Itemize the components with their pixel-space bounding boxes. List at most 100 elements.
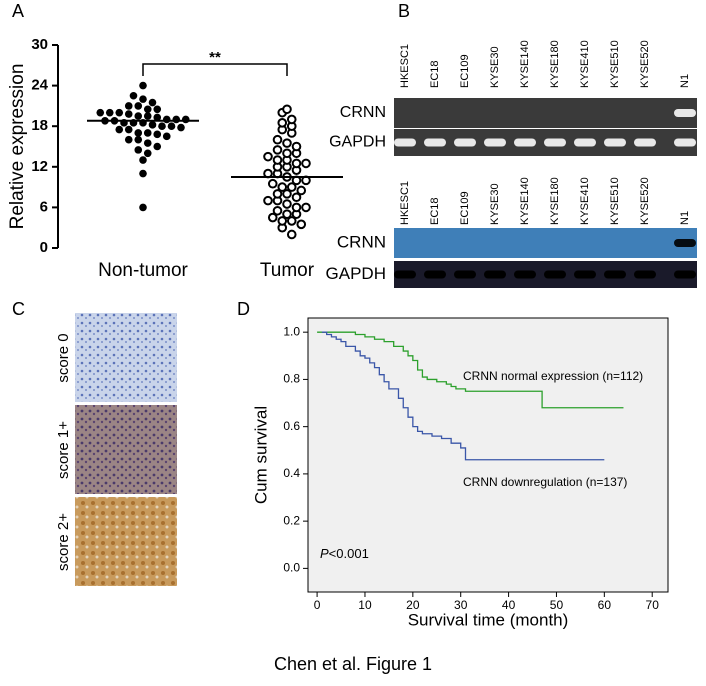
band [674,270,696,279]
data-point [277,118,288,128]
data-point [124,102,133,110]
data-point [153,105,162,114]
data-point [143,149,152,158]
data-point [115,108,124,117]
y-axis-label: Relative expression [7,64,28,230]
data-point [282,104,292,115]
significance-bracket [142,63,288,76]
y-tick-label: 0.0 [283,561,300,575]
data-point [272,134,283,145]
series-label: CRNN downregulation (n=137) [463,475,627,489]
data-point [277,182,288,192]
data-point [153,142,162,151]
band [484,138,506,147]
data-point [153,113,162,122]
data-point [162,115,171,124]
data-point [282,189,292,199]
data-point [148,121,157,129]
band [424,270,446,279]
lane-label: KYSE180 [549,177,561,225]
x-tick-label: 0 [314,598,321,612]
band [634,270,656,279]
data-point [162,132,171,141]
data-point [286,182,297,192]
y-tick-label: 12 [31,158,48,175]
lane-label: HKESC1 [399,44,411,88]
data-point [282,199,292,209]
data-point [134,135,143,144]
data-point [158,122,166,130]
data-point [282,148,292,159]
data-point [134,102,143,110]
x-tick-label: Non-tumor [98,260,188,281]
band [604,270,626,279]
data-point [139,81,147,90]
y-axis-label: Cum survival [251,406,270,504]
lane-label: N1 [679,211,691,225]
survival-curve [317,331,624,409]
data-point [143,105,152,114]
data-point [139,95,147,103]
data-point [263,195,273,206]
band [394,270,416,279]
data-point [105,108,114,117]
lane-label: KYSE510 [609,177,621,225]
band [674,109,696,117]
y-tick-label: 0.2 [283,513,300,527]
data-point [153,130,162,139]
data-point [272,189,283,199]
ihc-image [75,405,177,494]
band [544,270,566,279]
blot [394,98,697,128]
x-tick-label: 20 [406,598,420,612]
lane-label: KYSE510 [609,40,621,88]
band [484,270,506,279]
y-tick-label: 0.8 [283,372,300,386]
series-label: CRNN normal expression (n=112) [463,369,643,383]
data-point [96,108,105,117]
data-point [291,202,302,213]
data-point [291,192,302,203]
x-tick-label: 70 [646,598,660,612]
data-point [143,129,152,137]
band [674,138,696,147]
data-point [272,205,283,216]
row-label: GAPDH [326,264,386,283]
y-tick-label: 1.0 [283,324,300,338]
data-point [172,115,181,124]
data-point [282,209,292,219]
band [634,138,656,147]
data-point [272,155,283,165]
band [574,138,596,147]
annotation-text: <0.001 [329,546,369,561]
data-point [181,115,190,124]
annotation: P<0.001 [320,546,369,561]
annotation-italic: P [320,546,329,561]
x-axis-label: Survival time (month) [408,610,569,629]
data-point [177,123,185,132]
x-tick-label: 60 [598,598,612,612]
y-tick-label: 0.4 [283,466,300,480]
data-point [296,219,307,230]
lane-label: KYSE410 [579,40,591,88]
data-point [291,141,302,152]
lane-label: EC18 [429,60,441,88]
data-point [296,185,307,196]
band [574,270,596,279]
blot [394,228,697,258]
data-point [272,145,283,155]
y-tick-label: 0 [40,239,48,256]
band [674,239,696,247]
row-label: CRNN [337,232,386,251]
x-tick-label: 30 [454,598,468,612]
data-point [134,112,143,120]
data-point [129,91,138,100]
score-label: score 1+ [55,421,72,479]
data-point [139,169,147,178]
data-point [301,158,311,169]
band [454,138,476,147]
panel-label: C [12,299,25,319]
data-point [139,156,147,164]
lane-label: EC109 [459,191,471,225]
